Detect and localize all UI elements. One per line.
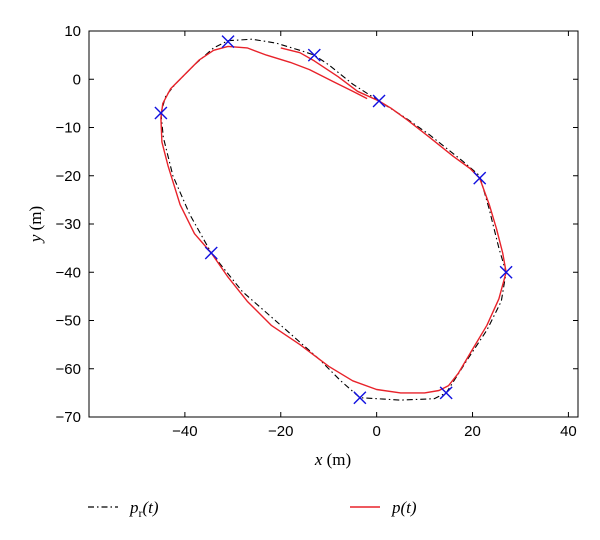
series-line-actual bbox=[160, 45, 507, 394]
waypoint-marker bbox=[499, 265, 513, 279]
waypoint-marker bbox=[307, 48, 321, 62]
waypoint-marker bbox=[439, 386, 453, 400]
x-tick-label: 40 bbox=[560, 423, 577, 440]
waypoint-marker bbox=[372, 94, 386, 108]
waypoint-marker bbox=[473, 171, 487, 185]
legend-label-reference: pr(t) bbox=[129, 498, 159, 520]
y-tick-label: −40 bbox=[56, 264, 81, 281]
legend-label-actual: p(t) bbox=[391, 498, 417, 517]
waypoint-marker bbox=[204, 246, 218, 260]
y-tick-label: 10 bbox=[64, 23, 81, 40]
y-tick-label: −60 bbox=[56, 361, 81, 378]
x-tick-label: 0 bbox=[372, 423, 380, 440]
y-tick-label: 0 bbox=[73, 71, 81, 88]
plot-frame bbox=[88, 30, 579, 418]
y-tick-label: −20 bbox=[56, 168, 81, 185]
series-line-reference bbox=[160, 38, 507, 401]
waypoint-marker bbox=[221, 35, 235, 49]
legend: pr(t) p(t) bbox=[88, 498, 417, 520]
y-tick-label: −10 bbox=[56, 120, 81, 137]
waypoint-marker bbox=[154, 106, 168, 120]
y-tick-label: −50 bbox=[56, 313, 81, 330]
y-tick-label: −30 bbox=[56, 216, 81, 233]
x-axis-title: x (m) bbox=[314, 450, 351, 469]
x-tick-label: 20 bbox=[464, 423, 481, 440]
y-tick-label: −70 bbox=[56, 409, 81, 426]
y-axis-title: y (m) bbox=[26, 206, 45, 244]
x-tick-label: −20 bbox=[268, 423, 293, 440]
x-tick-label: −40 bbox=[172, 423, 197, 440]
waypoint-marker bbox=[353, 391, 367, 405]
